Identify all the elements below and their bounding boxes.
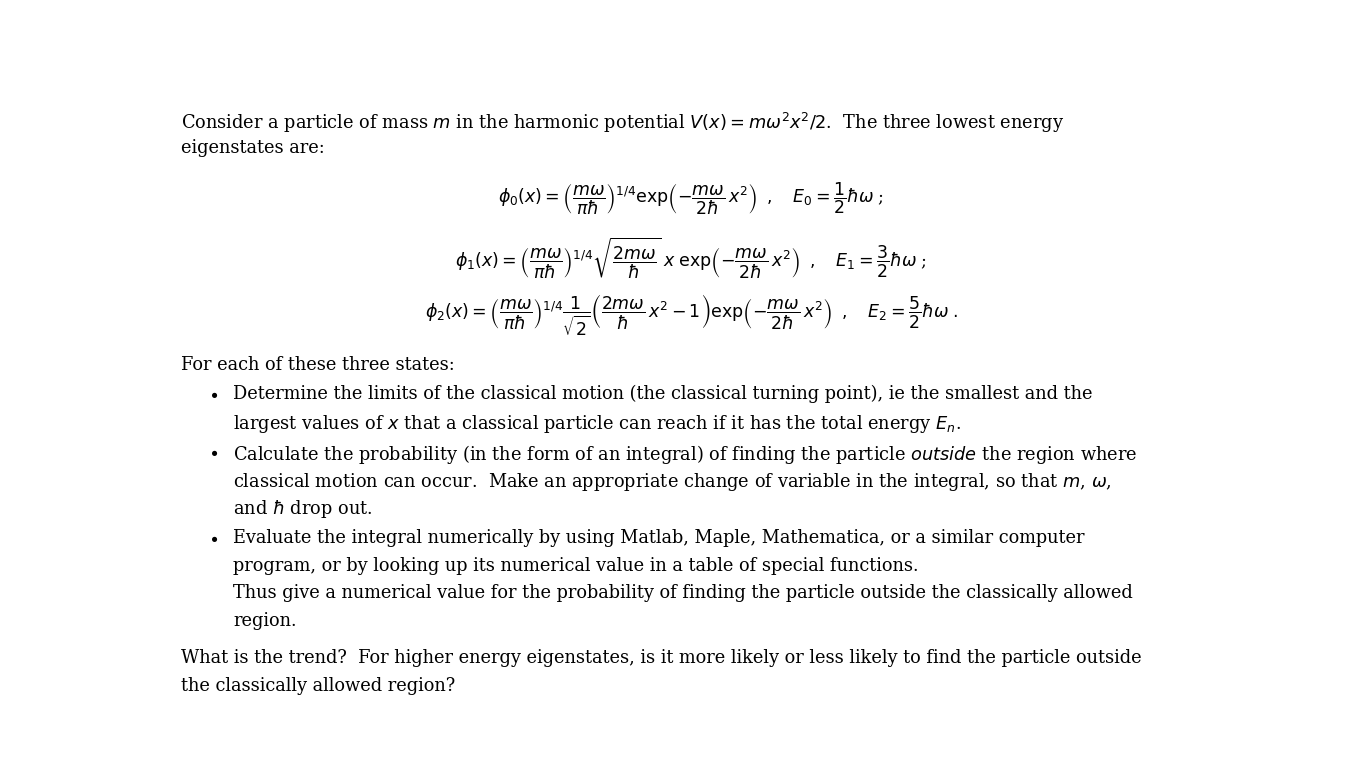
Text: For each of these three states:: For each of these three states: — [181, 356, 455, 374]
Text: Determine the limits of the classical motion (the classical turning point), ie t: Determine the limits of the classical mo… — [233, 385, 1093, 403]
Text: $\bullet$: $\bullet$ — [208, 443, 219, 461]
Text: eigenstates are:: eigenstates are: — [181, 139, 325, 157]
Text: $\phi_2(x) = \left(\dfrac{m\omega}{\pi\hbar}\right)^{1/4}\dfrac{1}{\sqrt{2}}\lef: $\phi_2(x) = \left(\dfrac{m\omega}{\pi\h… — [425, 293, 958, 338]
Text: What is the trend?  For higher energy eigenstates, is it more likely or less lik: What is the trend? For higher energy eig… — [181, 650, 1141, 667]
Text: $\bullet$: $\bullet$ — [208, 529, 219, 547]
Text: region.: region. — [233, 612, 297, 630]
Text: $\phi_0(x) = \left(\dfrac{m\omega}{\pi\hbar}\right)^{1/4}\exp\!\left(-\dfrac{m\o: $\phi_0(x) = \left(\dfrac{m\omega}{\pi\h… — [498, 180, 885, 217]
Text: classical motion can occur.  Make an appropriate change of variable in the integ: classical motion can occur. Make an appr… — [233, 471, 1113, 493]
Text: $\bullet$: $\bullet$ — [208, 385, 219, 403]
Text: Calculate the probability (in the form of an integral) of finding the particle $: Calculate the probability (in the form o… — [233, 443, 1137, 466]
Text: and $\hbar$ drop out.: and $\hbar$ drop out. — [233, 498, 374, 520]
Text: $\phi_1(x) = \left(\dfrac{m\omega}{\pi\hbar}\right)^{1/4}\sqrt{\dfrac{2m\omega}{: $\phi_1(x) = \left(\dfrac{m\omega}{\pi\h… — [456, 235, 927, 282]
Text: Evaluate the integral numerically by using Matlab, Maple, Mathematica, or a simi: Evaluate the integral numerically by usi… — [233, 529, 1085, 547]
Text: the classically allowed region?: the classically allowed region? — [181, 677, 456, 695]
Text: Consider a particle of mass $m$ in the harmonic potential $V(x) = m\omega^2x^2/2: Consider a particle of mass $m$ in the h… — [181, 111, 1064, 136]
Text: program, or by looking up its numerical value in a table of special functions.: program, or by looking up its numerical … — [233, 556, 919, 575]
Text: largest values of $x$ that a classical particle can reach if it has the total en: largest values of $x$ that a classical p… — [233, 413, 962, 435]
Text: Thus give a numerical value for the probability of finding the particle outside : Thus give a numerical value for the prob… — [233, 584, 1133, 603]
